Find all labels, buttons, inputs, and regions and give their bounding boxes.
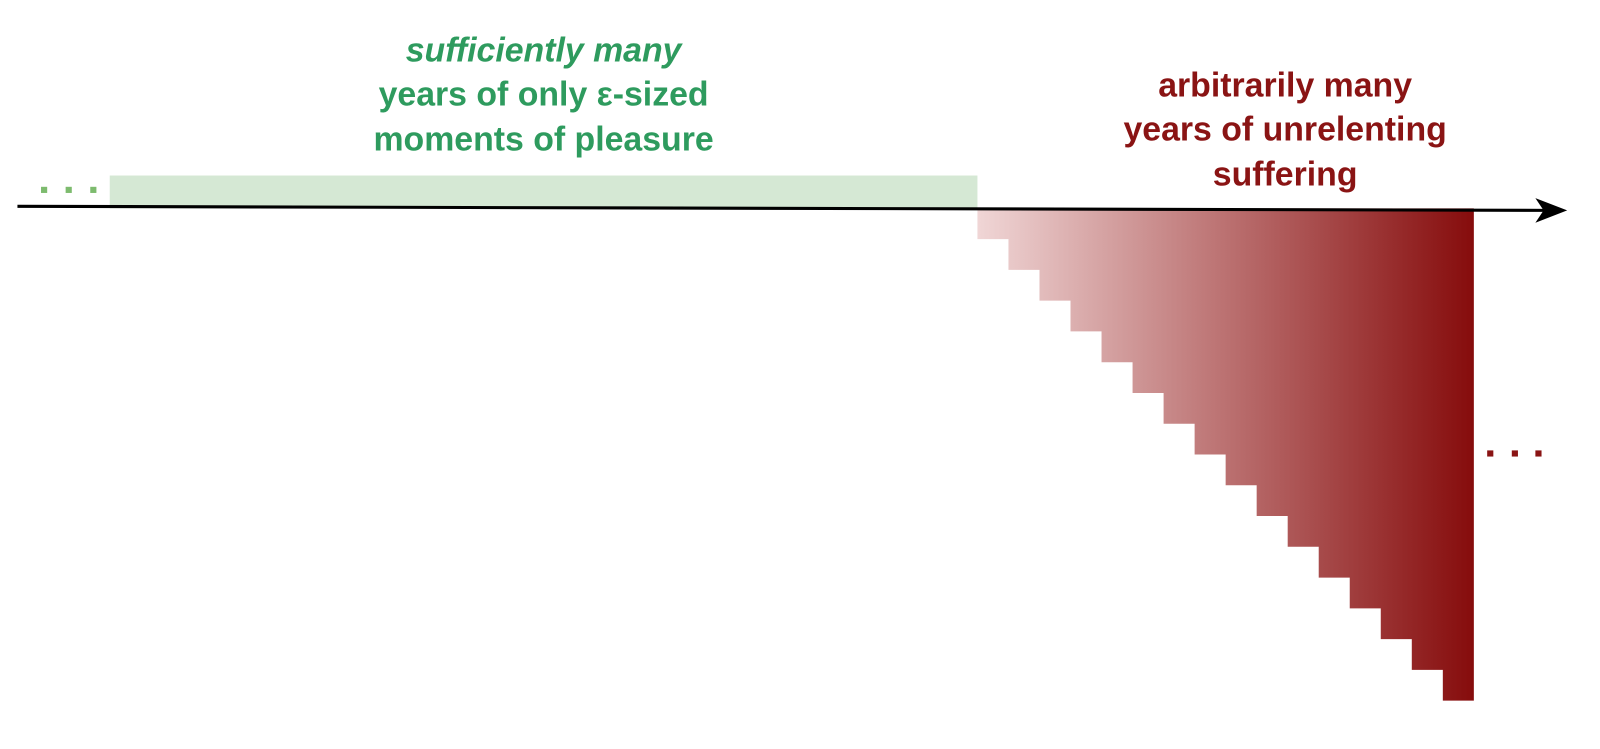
left-ellipsis [41,186,97,193]
suffering-staircase [977,208,1474,701]
dot [1511,450,1518,457]
time-axis [17,204,1551,212]
dot [1535,450,1542,457]
right-ellipsis [1487,450,1542,457]
right-label-line: years of unrelenting [1123,110,1446,148]
dot [41,186,48,193]
dot [1487,450,1494,457]
left-label-line: moments of pleasure [373,121,713,159]
axis-arrowhead [1535,198,1568,223]
right-label-line: arbitrarily many [1158,66,1412,104]
dot [65,186,72,193]
left-label-line: sufficiently many [406,31,684,69]
dot [90,186,97,193]
left-label-line: years of only ε-sized [379,75,709,113]
right-label-line: suffering [1213,155,1358,193]
pleasure-band [109,175,978,209]
